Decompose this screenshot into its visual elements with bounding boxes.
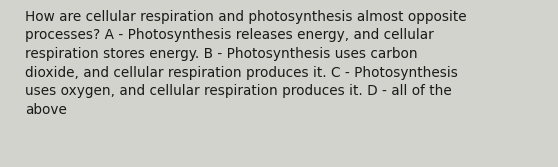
Text: How are cellular respiration and photosynthesis almost opposite
processes? A - P: How are cellular respiration and photosy…: [25, 10, 466, 117]
